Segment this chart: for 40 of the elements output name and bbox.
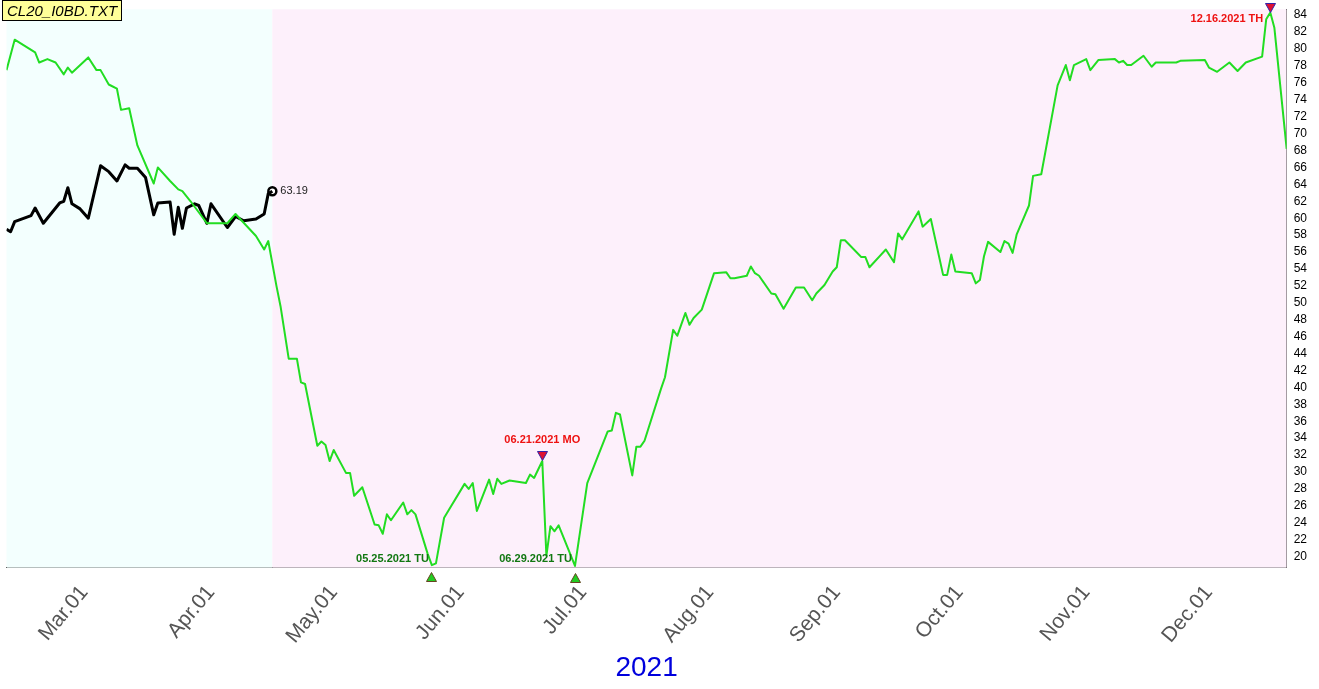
- y-tick-label: 66: [1293, 159, 1308, 174]
- y-tick-label: 38: [1293, 396, 1308, 411]
- y-tick-label: 64: [1293, 176, 1308, 191]
- x-axis-title: 2021: [615, 650, 678, 682]
- y-tick-label: 76: [1293, 75, 1308, 90]
- y-tick-label: 28: [1293, 481, 1308, 496]
- y-tick-label: 70: [1293, 125, 1308, 140]
- y-tick-label: 48: [1293, 312, 1308, 327]
- y-tick-label: 46: [1293, 328, 1308, 343]
- annotation: 12.16.2021 TH: [1190, 12, 1264, 25]
- y-tick-label: 52: [1293, 278, 1308, 293]
- y-tick-label: 34: [1293, 430, 1308, 445]
- y-tick-label: 50: [1293, 295, 1308, 310]
- y-tick-label: 78: [1293, 58, 1308, 73]
- y-tick-label: 22: [1293, 532, 1308, 547]
- y-tick-label: 68: [1293, 142, 1308, 157]
- y-tick-label: 36: [1293, 413, 1308, 428]
- y-tick-label: 82: [1293, 24, 1308, 39]
- y-tick-label: 84: [1293, 7, 1308, 22]
- annotation: 05.25.2021 TU: [356, 551, 429, 564]
- y-tick-label: 24: [1293, 515, 1308, 530]
- chart-title: CL20_I0BD.TXT: [2, 0, 123, 21]
- data-label: 63.19: [280, 184, 308, 197]
- y-tick-label: 60: [1293, 210, 1308, 225]
- y-tick-label: 58: [1293, 227, 1308, 242]
- y-tick-label: 40: [1293, 379, 1308, 394]
- y-tick-label: 44: [1293, 345, 1308, 360]
- y-tick-label: 32: [1293, 447, 1308, 462]
- y-tick-label: 30: [1293, 464, 1308, 479]
- y-tick-label: 74: [1293, 92, 1308, 107]
- y-tick-label: 42: [1293, 362, 1308, 377]
- y-tick-label: 56: [1293, 244, 1308, 259]
- y-tick-label: 54: [1293, 261, 1308, 276]
- annotation: 06.21.2021 MO: [504, 432, 581, 445]
- annotation: 06.29.2021 TU: [499, 552, 573, 565]
- y-tick-label: 26: [1293, 498, 1308, 513]
- y-tick-label: 20: [1293, 548, 1308, 563]
- y-tick-label: 62: [1293, 193, 1308, 208]
- y-tick-label: 80: [1293, 41, 1308, 56]
- y-tick-label: 72: [1293, 108, 1308, 123]
